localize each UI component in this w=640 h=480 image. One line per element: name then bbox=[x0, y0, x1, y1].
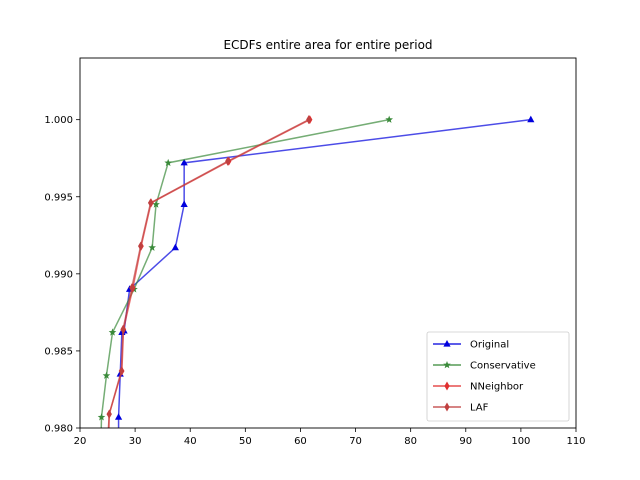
x-tick-label: 30 bbox=[129, 436, 142, 447]
legend-marker bbox=[443, 340, 451, 347]
legend-item-conservative: Conservative bbox=[433, 361, 536, 372]
y-tick-label: 0.995 bbox=[44, 192, 73, 203]
x-axis: 20 30 40 50 60 70 80 90 100 110 bbox=[74, 428, 586, 447]
y-axis: 0.980 0.985 0.990 0.995 1.000 bbox=[44, 115, 80, 435]
legend-label: NNeighbor bbox=[470, 382, 524, 393]
y-tick-label: 1.000 bbox=[44, 115, 73, 126]
y-tick-label: 0.980 bbox=[44, 424, 73, 435]
series-layer bbox=[97, 115, 535, 428]
series-laf-marker bbox=[129, 283, 135, 293]
series-conservative-marker bbox=[385, 115, 393, 123]
x-tick-label: 100 bbox=[511, 436, 530, 447]
legend-item-nneighbor: NNeighbor bbox=[433, 381, 524, 393]
series-conservative-marker bbox=[97, 413, 106, 421]
series-laf-marker bbox=[147, 198, 154, 208]
x-tick-label: 20 bbox=[74, 436, 87, 447]
series-conservative-marker bbox=[152, 200, 160, 208]
x-tick-label: 80 bbox=[404, 436, 417, 447]
series-original-marker bbox=[527, 115, 535, 123]
series-laf-marker bbox=[106, 409, 112, 419]
plot-frame bbox=[79, 57, 577, 429]
y-tick-label: 0.990 bbox=[44, 269, 73, 280]
legend-label: Original bbox=[470, 340, 509, 351]
series-laf-marker bbox=[138, 241, 144, 251]
series-conservative-marker bbox=[108, 328, 117, 336]
series-laf bbox=[106, 115, 312, 428]
series-laf-marker bbox=[118, 366, 124, 376]
series-original-marker bbox=[114, 413, 123, 420]
series-conservative-marker bbox=[148, 243, 156, 251]
series-original-marker bbox=[180, 200, 188, 208]
series-conservative-marker bbox=[164, 158, 172, 167]
series-laf-marker bbox=[306, 115, 312, 125]
legend-item-laf: LAF bbox=[433, 402, 489, 414]
x-tick-label: 110 bbox=[566, 436, 585, 447]
legend-item-original: Original bbox=[433, 340, 509, 351]
legend-label: LAF bbox=[470, 403, 489, 414]
series-original-marker bbox=[171, 243, 179, 251]
legend-label: Conservative bbox=[470, 361, 536, 372]
x-tick-label: 90 bbox=[459, 436, 472, 447]
x-tick-label: 70 bbox=[349, 436, 362, 447]
legend-marker bbox=[444, 402, 450, 412]
legend-box bbox=[426, 331, 570, 422]
y-tick-label: 0.985 bbox=[44, 346, 73, 357]
series-conservative-marker bbox=[102, 371, 111, 379]
legend-marker bbox=[443, 361, 451, 369]
series-laf-marker bbox=[225, 156, 231, 166]
x-tick-label: 40 bbox=[184, 436, 197, 447]
legend-marker bbox=[444, 381, 450, 391]
series-laf-marker bbox=[120, 324, 126, 334]
chart-title: ECDFs entire area for entire period bbox=[223, 38, 432, 52]
series-original-marker bbox=[180, 158, 188, 166]
legend: Original Conservative NNeighbor LAF bbox=[426, 331, 570, 422]
x-tick-label: 50 bbox=[239, 436, 252, 447]
x-tick-label: 60 bbox=[294, 436, 307, 447]
